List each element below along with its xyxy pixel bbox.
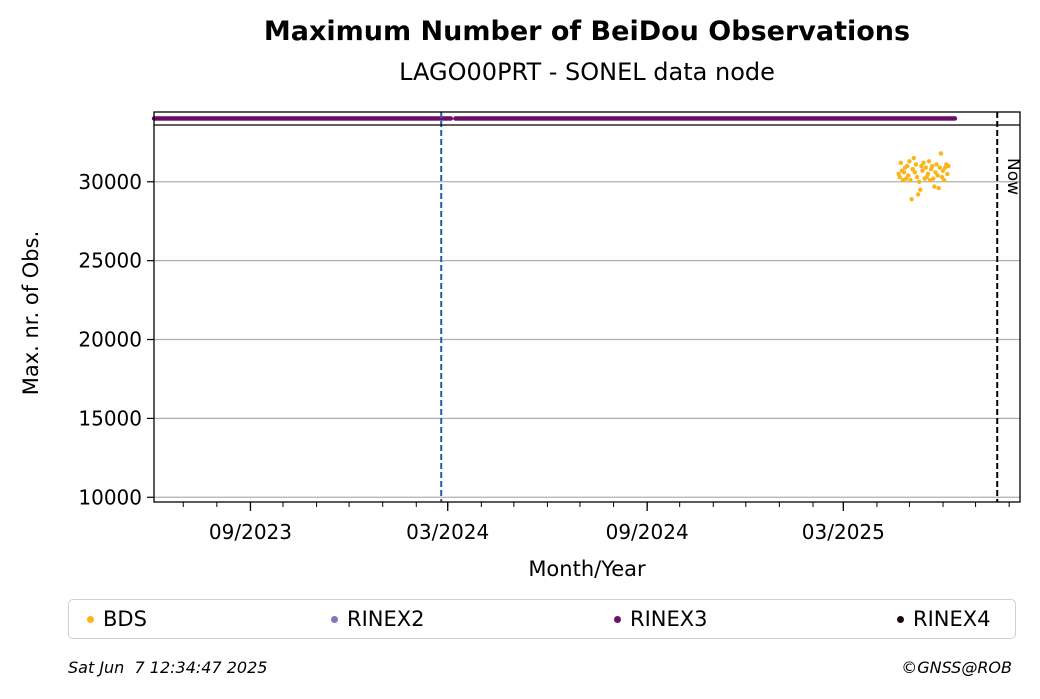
x-tick-label: 09/2023 (209, 520, 292, 544)
bds-point (912, 170, 918, 175)
legend-label-rinex3: RINEX3 (630, 607, 708, 631)
now-label: Now (1003, 158, 1023, 195)
bds-point (938, 151, 944, 156)
bds-point (920, 168, 925, 173)
x-axis-label: Month/Year (528, 557, 646, 581)
chart-title: Maximum Number of BeiDou Observations (263, 16, 911, 47)
y-tick-label: 10000 (78, 485, 142, 509)
vline-layer: Now (440, 112, 1023, 502)
file-strip-point (952, 116, 958, 121)
bds-point (939, 174, 945, 180)
bds-point (900, 178, 906, 183)
plot-area: Now 09/2023 03/2024 09/2024 03/2025 10000 15… (19, 111, 1023, 581)
bds-point (914, 174, 920, 180)
y-tick-label: 25000 (78, 249, 142, 273)
file-strip-point (448, 116, 454, 121)
bds-point (897, 174, 902, 180)
legend-item-rinex2: RINEX2 (331, 600, 425, 638)
bds-points-layer (896, 151, 951, 202)
legend: BDS RINEX2 RINEX3 RINEX4 (68, 599, 1016, 639)
y-tick-label: 15000 (78, 406, 142, 430)
bds-point (934, 162, 939, 167)
x-tick-label: 09/2024 (606, 520, 689, 544)
legend-label-rinex2: RINEX2 (347, 607, 425, 631)
x-axis: 09/2023 03/2024 09/2024 03/2025 (182, 502, 1010, 544)
file-strip-layer (151, 116, 958, 121)
legend-item-bds: BDS (87, 600, 147, 638)
y-tick-label: 30000 (78, 170, 142, 194)
bds-point (931, 176, 936, 181)
bds-point (945, 171, 950, 177)
x-tick-label: 03/2024 (406, 520, 489, 544)
footer-credit: ©GNSS@ROB (901, 658, 1012, 677)
bds-point (921, 160, 926, 166)
bds-point (946, 163, 951, 169)
legend-item-rinex4: RINEX4 (897, 600, 991, 638)
bds-point (918, 187, 923, 192)
chart-subtitle: LAGO00PRT - SONEL data node (399, 58, 775, 86)
legend-label-bds: BDS (103, 607, 147, 631)
y-tick-label: 20000 (78, 328, 142, 352)
bds-point (911, 155, 916, 161)
bds-point (930, 163, 935, 169)
bds-point (925, 171, 931, 177)
bds-point (907, 159, 912, 164)
bds-point (937, 165, 942, 170)
bds-point (941, 178, 947, 183)
bds-point (923, 165, 928, 170)
bds-point (913, 162, 919, 167)
bds-point (926, 159, 932, 164)
bds-point (909, 196, 914, 202)
bds-point (903, 176, 909, 181)
x-tick-label: 03/2025 (802, 520, 885, 544)
bds-point (898, 160, 903, 166)
plot-frame (153, 111, 1021, 503)
legend-marker-rinex2 (331, 615, 338, 623)
bds-point (906, 173, 911, 178)
bds-point (908, 178, 913, 183)
bds-point (915, 192, 921, 197)
legend-label-rinex4: RINEX4 (913, 607, 991, 631)
legend-marker-bds (87, 615, 94, 623)
bds-point (935, 173, 940, 178)
y-axis: 10000 15000 20000 25000 30000 (78, 170, 154, 509)
bds-point (932, 184, 937, 189)
legend-marker-rinex3 (614, 615, 621, 623)
bds-point (933, 170, 938, 175)
bds-point (917, 179, 922, 184)
legend-marker-rinex4 (897, 615, 904, 623)
bds-point (901, 170, 907, 175)
bds-point (940, 168, 946, 173)
legend-item-rinex3: RINEX3 (614, 600, 708, 638)
bds-point (910, 166, 915, 172)
bds-point (919, 163, 924, 169)
bds-point (936, 185, 941, 191)
footer-timestamp: Sat Jun 7 12:34:47 2025 (68, 658, 268, 677)
y-axis-label: Max. nr. of Obs. (19, 231, 43, 396)
bds-point (905, 163, 910, 169)
grid-layer (154, 181, 1020, 498)
bds-point (927, 178, 933, 183)
